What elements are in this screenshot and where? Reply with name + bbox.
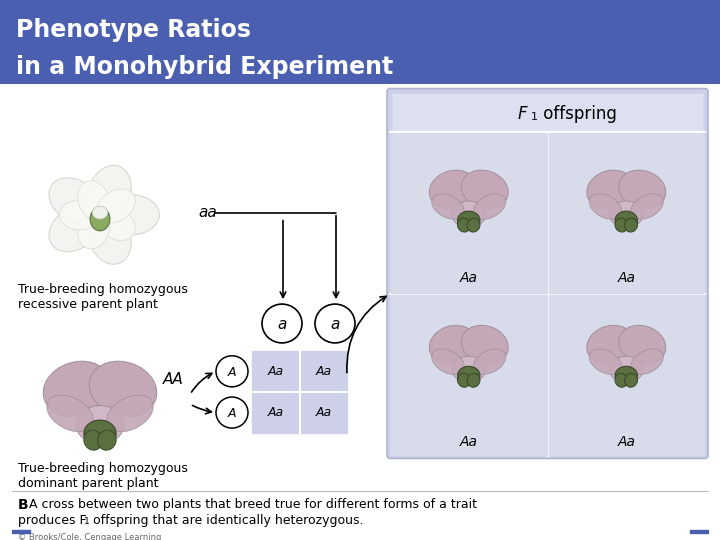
Ellipse shape [49,178,102,224]
Bar [393,94,702,132]
Ellipse shape [84,430,102,450]
Ellipse shape [609,356,643,383]
Ellipse shape [102,194,159,235]
Circle shape [216,356,248,387]
Text: offspring: offspring [539,105,617,123]
Ellipse shape [429,170,476,208]
Ellipse shape [624,373,637,387]
Text: Aa: Aa [315,406,331,419]
Bar [549,295,704,455]
Ellipse shape [88,165,131,220]
Ellipse shape [49,205,102,252]
Bar [690,530,708,533]
Ellipse shape [631,349,663,374]
Text: Aa: Aa [617,272,635,285]
Ellipse shape [473,349,505,374]
Text: 1: 1 [84,517,90,526]
Ellipse shape [609,201,643,227]
Circle shape [216,397,248,428]
Ellipse shape [98,430,116,450]
Bar [252,350,347,433]
Text: offspring that are identically heterozygous.: offspring that are identically heterozyg… [89,514,364,527]
Ellipse shape [452,356,485,383]
Ellipse shape [432,194,464,219]
Ellipse shape [84,420,116,447]
Ellipse shape [615,373,628,387]
Ellipse shape [452,201,485,227]
FancyBboxPatch shape [387,89,708,458]
Ellipse shape [615,218,628,232]
Bar [549,133,704,293]
Ellipse shape [467,218,480,232]
Circle shape [262,304,302,343]
Ellipse shape [89,361,157,416]
Ellipse shape [615,211,637,230]
Text: A: A [228,366,236,379]
Text: True-breeding homozygous
recessive parent plant: True-breeding homozygous recessive paren… [18,283,188,310]
Ellipse shape [78,181,110,220]
Text: in a Monohybrid Experiment: in a Monohybrid Experiment [16,55,393,79]
Text: A cross between two plants that breed true for different forms of a trait: A cross between two plants that breed tr… [29,498,477,511]
Ellipse shape [90,207,110,231]
Text: a: a [277,317,287,332]
Text: Aa: Aa [315,365,331,378]
Text: a: a [330,317,340,332]
Ellipse shape [429,325,476,364]
Ellipse shape [587,325,634,364]
Ellipse shape [88,210,131,264]
Text: Phenotype Ratios: Phenotype Ratios [16,18,251,43]
Ellipse shape [589,349,621,374]
Ellipse shape [457,373,470,387]
Text: Aa: Aa [268,365,284,378]
Ellipse shape [624,218,637,232]
Text: © Brooks/Cole, Cengage Learning: © Brooks/Cole, Cengage Learning [18,533,161,540]
Ellipse shape [432,349,464,374]
Ellipse shape [615,366,637,385]
Ellipse shape [631,194,663,219]
Text: Aa: Aa [460,272,478,285]
Bar [391,295,546,455]
Ellipse shape [92,206,108,219]
Ellipse shape [589,194,621,219]
Text: produces F: produces F [18,514,86,527]
Ellipse shape [457,366,480,385]
Ellipse shape [78,209,110,249]
Ellipse shape [462,170,508,208]
Text: True-breeding homozygous
dominant parent plant: True-breeding homozygous dominant parent… [18,462,188,490]
Bar [391,133,546,293]
Text: Aa: Aa [268,406,284,419]
Bar [12,530,30,533]
Ellipse shape [618,170,666,208]
Text: aa: aa [198,205,217,220]
Ellipse shape [43,361,111,416]
Circle shape [315,304,355,343]
Text: Aa: Aa [460,435,478,449]
Ellipse shape [473,194,505,219]
Text: AA: AA [163,372,184,387]
Text: 1: 1 [531,112,538,122]
Ellipse shape [76,406,124,443]
Ellipse shape [96,189,135,223]
Ellipse shape [618,325,666,364]
Text: Aa: Aa [617,435,635,449]
Ellipse shape [457,211,480,230]
Ellipse shape [462,325,508,364]
Text: A: A [228,407,236,420]
Text: F: F [518,105,528,123]
Ellipse shape [467,373,480,387]
Ellipse shape [59,200,101,230]
Ellipse shape [96,207,135,240]
Ellipse shape [107,395,153,431]
Ellipse shape [47,395,94,431]
Ellipse shape [457,218,470,232]
Text: B: B [18,498,29,512]
Ellipse shape [587,170,634,208]
